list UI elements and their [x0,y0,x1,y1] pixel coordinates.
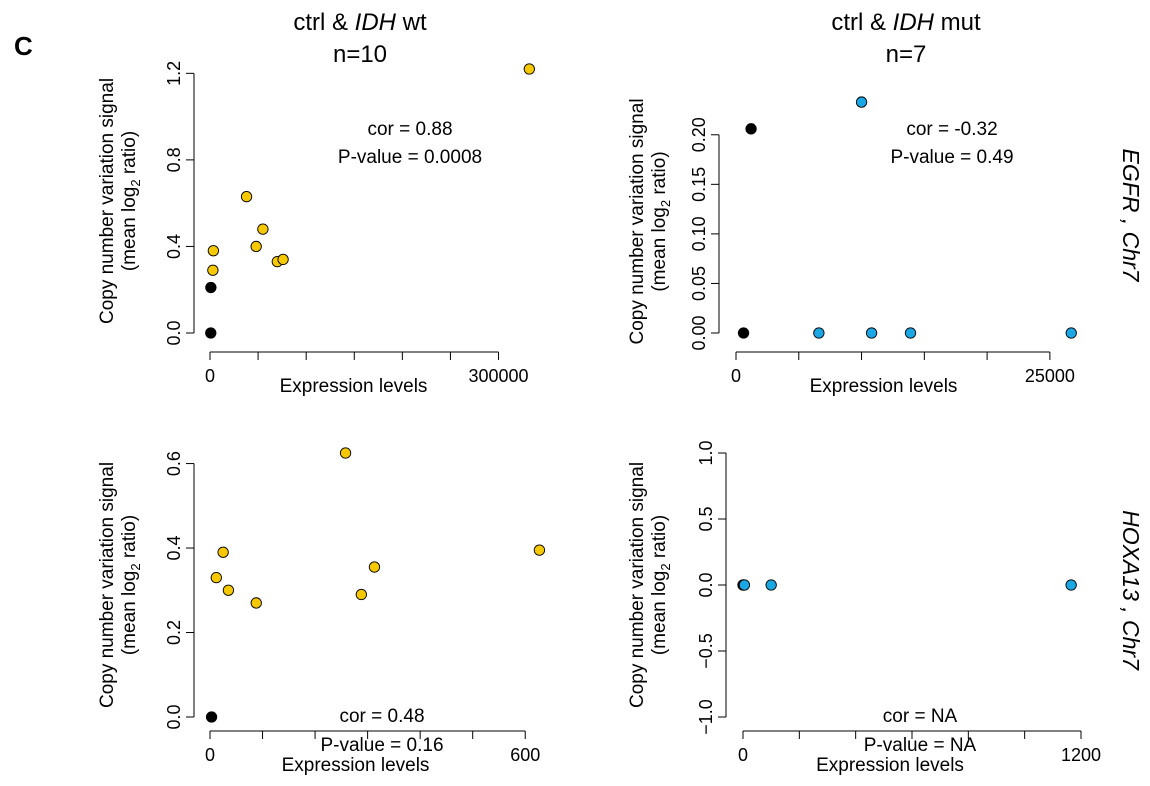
data-point [277,253,289,266]
data-point [813,327,825,339]
x-tick-label: 600 [510,745,540,765]
y-tick-label: 0.6 [164,451,184,476]
data-point [205,281,217,294]
scatter-panel: 0 25000 Expression levels 0.00 0.05 0.10 0.15 0… [627,96,1077,397]
x-tick-label: 0 [731,366,741,386]
y-tick-label: 0.20 [689,117,709,152]
y-tick-label: 0.05 [689,266,709,301]
x-tick-label: 0 [738,745,748,765]
data-point [1065,327,1077,339]
y-axis-label: Copy number variation signal [97,78,118,324]
y-tick-label: 0.0 [164,320,184,345]
scatter-panels: 0 300000 Expression levels 0.0 0.4 0.8 1.2 Copy… [97,61,1101,776]
correlation-label: cor = NA [883,706,958,727]
data-point [865,327,878,339]
y-tick-label: 0.4 [164,536,184,561]
data-point [1065,579,1077,591]
data-point [737,327,750,339]
data-point [217,546,229,558]
y-tick-label: 1.2 [164,61,184,86]
y-tick-label: −1.0 [696,699,716,735]
y-tick-label: 1.0 [696,440,716,465]
p-value-label: P-value = NA [864,735,977,756]
correlation-label: cor = -0.32 [906,119,997,140]
y-tick-label: 0.15 [689,167,709,202]
data-point [904,327,917,339]
x-axis-label: Expression levels [280,376,428,397]
y-tick-label: 0.5 [696,506,716,531]
data-point [250,240,262,253]
p-value-label: P-value = 0.16 [320,735,443,756]
x-axis-label: Expression levels [282,755,430,776]
y-tick-label: 0.0 [164,704,184,729]
data-point [257,223,269,235]
p-value-label: P-value = 0.0008 [338,147,482,168]
y-tick-label: 0.4 [164,234,184,259]
p-value-label: P-value = 0.49 [890,147,1013,168]
panel-letter: C [14,31,33,61]
y-axis-label-units: (mean log2 ratio) [649,151,673,291]
x-axis-label: Expression levels [816,755,964,776]
data-point [205,711,218,723]
y-tick-label: 0.8 [164,147,184,172]
y-axis-label: Copy number variation signal [97,462,118,708]
y-tick-label: 0.00 [689,315,709,350]
x-tick-label: 25000 [1025,366,1075,386]
data-point [765,579,777,591]
y-axis-label-units: (mean log2 ratio) [119,515,143,655]
y-axis-label-units: (mean log2 ratio) [649,515,673,655]
y-tick-label: −0.5 [696,633,716,669]
column-title-mut: ctrl & IDH mut [831,9,981,36]
data-point [523,63,535,75]
data-point [250,597,262,609]
row-label-hoxa13: HOXA13 , Chr7 [1118,510,1144,671]
scatter-panel: 0 600 Expression levels 0.0 0.2 0.4 0.6 Copy nu… [97,447,546,776]
data-point [745,123,757,135]
y-tick-label: 0.10 [689,216,709,251]
data-point [368,561,381,573]
scatter-panel: 0 300000 Expression levels 0.0 0.4 0.8 1.2 Copy… [97,61,535,397]
data-point [207,264,219,276]
correlation-label: cor = 0.88 [367,119,452,140]
x-axis-label: Expression levels [810,376,958,397]
data-point [738,579,751,591]
data-point [207,245,220,257]
y-tick-label: 0.0 [696,572,716,597]
x-tick-label: 0 [205,745,215,765]
x-tick-label: 0 [205,366,215,386]
y-axis-label-units: (mean log2 ratio) [119,131,143,271]
scatter-panel: 0 1200 Expression levels −1.0 −0.5 0.0 0.5 1.0 C… [627,440,1101,776]
y-axis-label: Copy number variation signal [627,98,648,344]
column-n-wt: n=10 [333,41,387,68]
data-point [533,544,546,556]
correlation-label: cor = 0.48 [339,706,424,727]
row-label-egfr: EGFR , Chr7 [1118,149,1144,283]
data-point [240,191,253,203]
y-axis-label: Copy number variation signal [627,462,648,708]
data-point [222,584,235,596]
y-tick-label: 0.2 [164,620,184,645]
column-title-wt: ctrl & IDH wt [293,9,427,36]
x-tick-label: 300000 [468,366,528,386]
data-point [210,571,222,584]
data-point [855,96,868,108]
data-point [205,327,217,339]
data-point [339,447,352,459]
x-tick-label: 1200 [1061,745,1101,765]
column-n-mut: n=7 [886,41,927,68]
data-point [355,588,367,601]
